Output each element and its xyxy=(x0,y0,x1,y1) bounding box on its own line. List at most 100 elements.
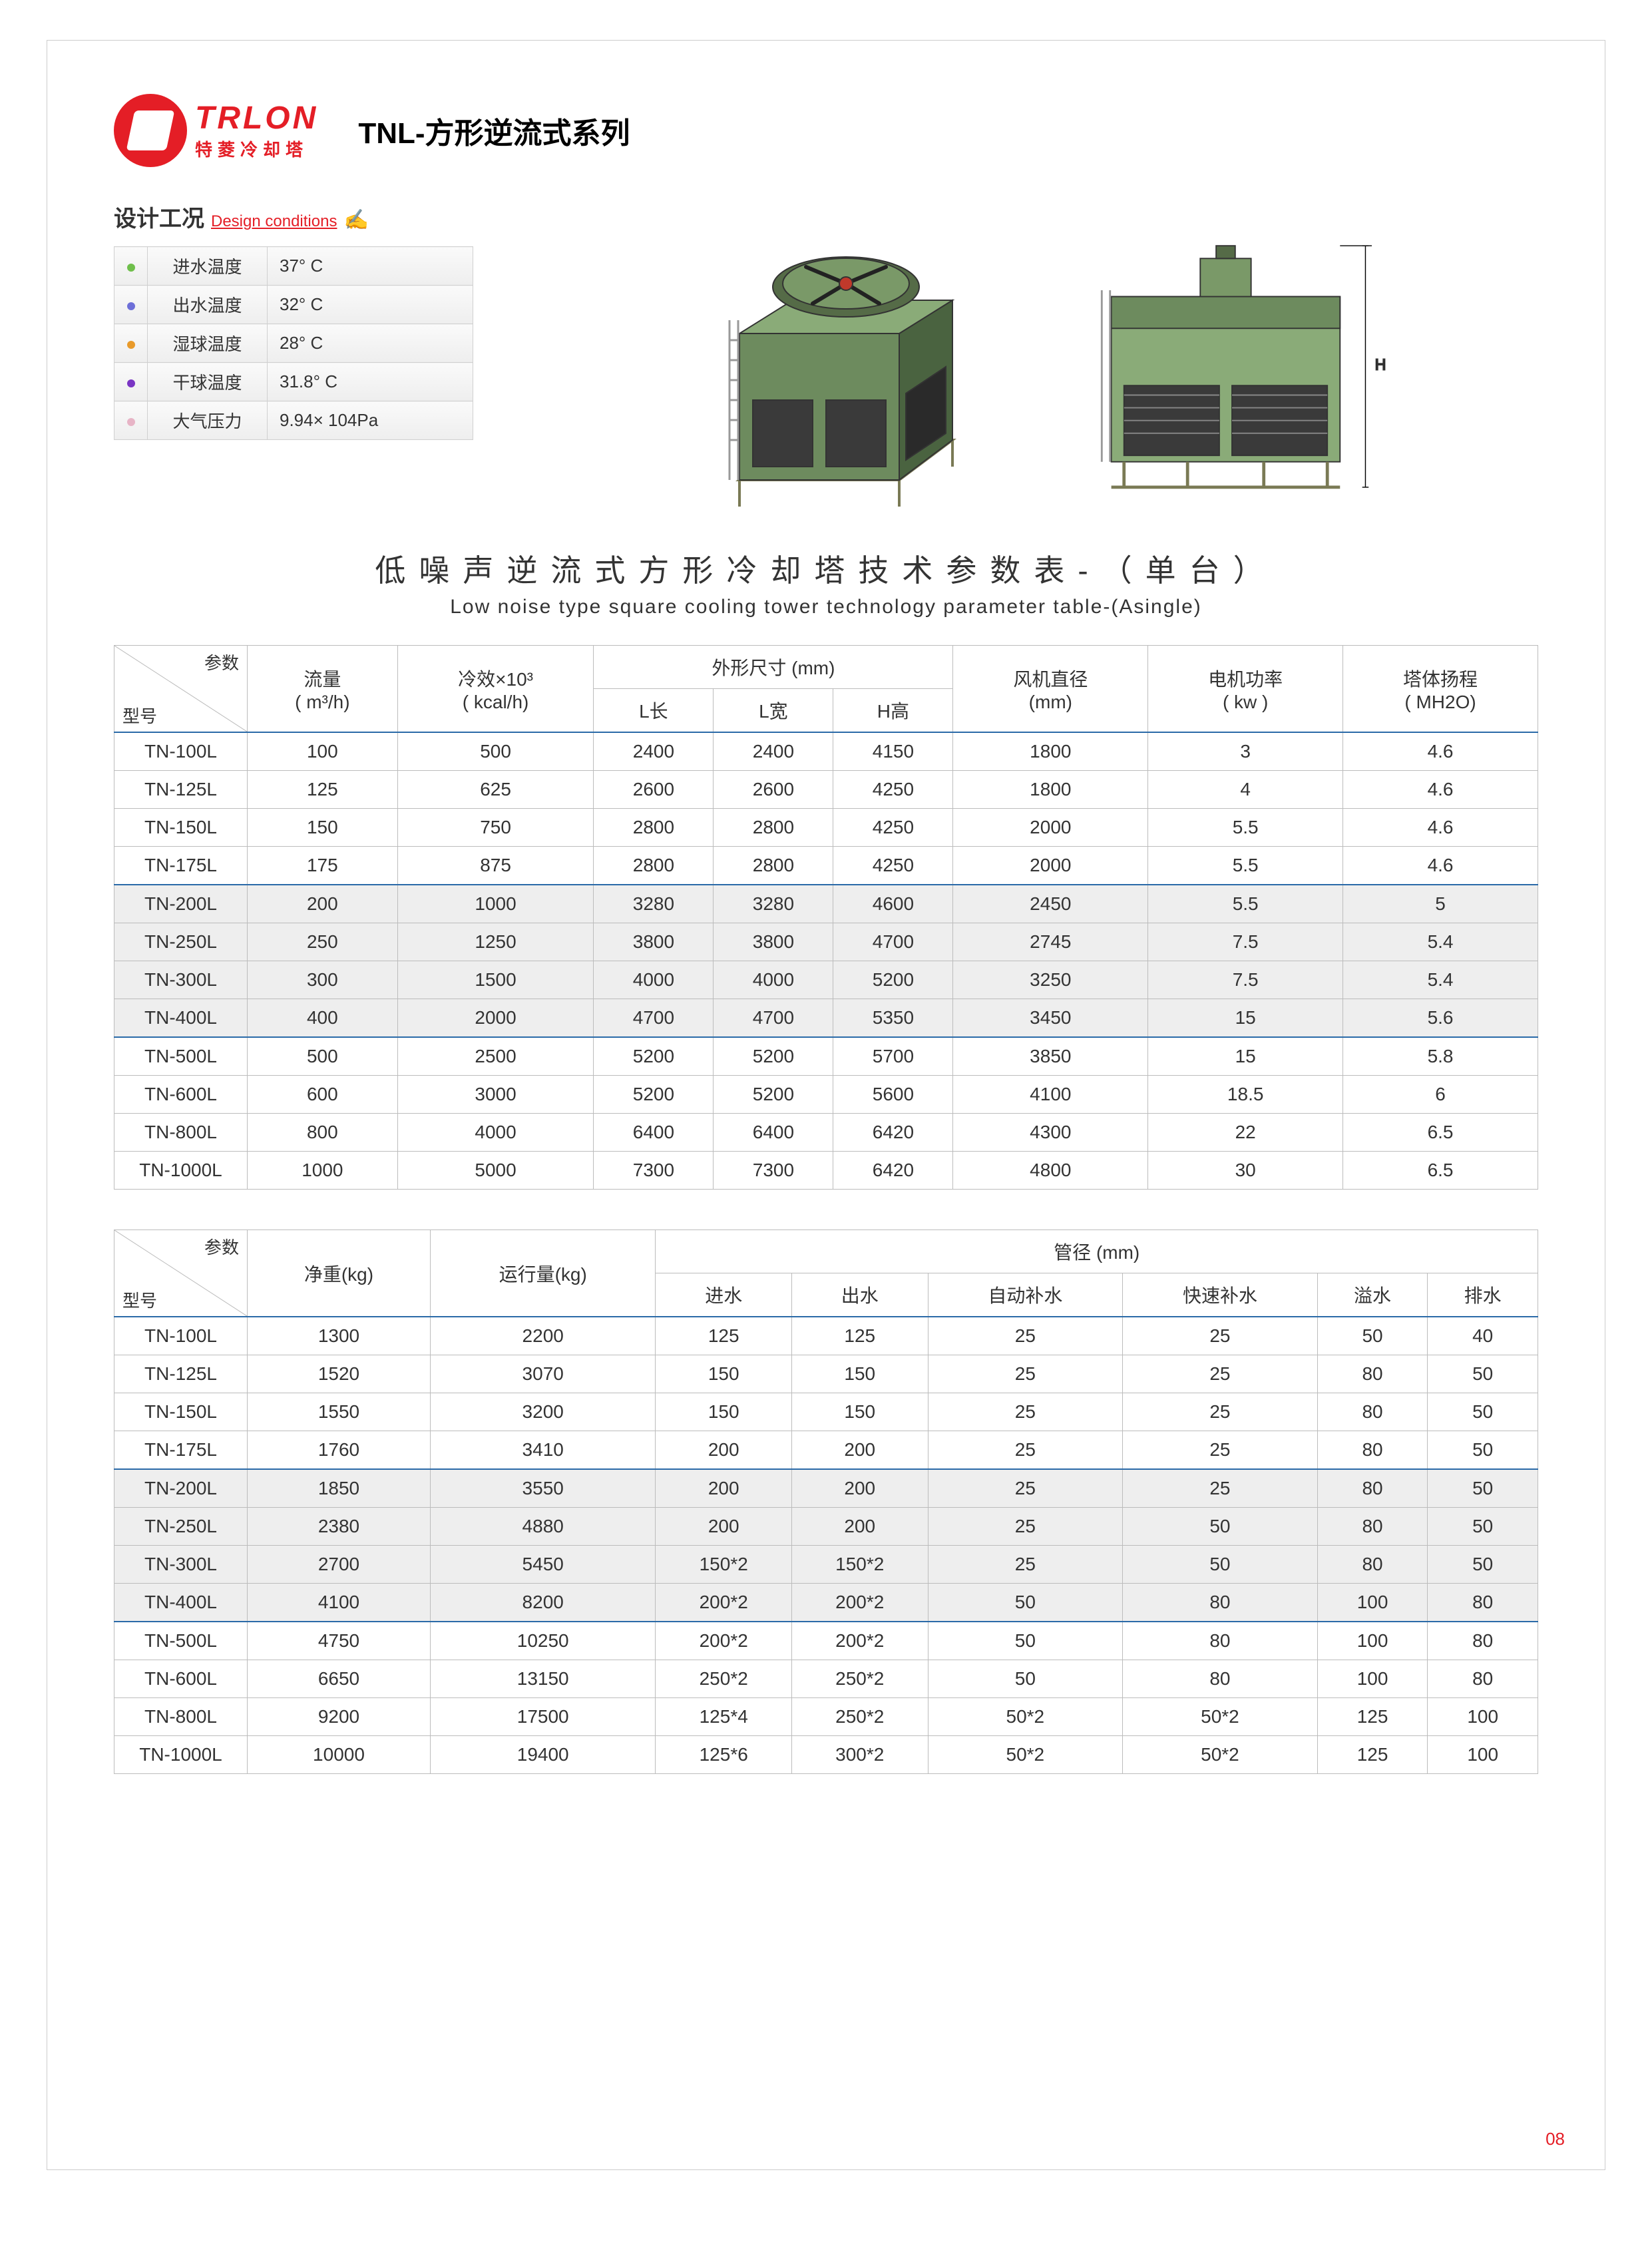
design-conditions: 设计工况 Design conditions ✍ 进水温度 37° C 出水温度… xyxy=(114,200,473,440)
cell-over: 125 xyxy=(1317,1736,1428,1774)
cell-fan: 3450 xyxy=(953,999,1148,1038)
cell-in: 125 xyxy=(656,1317,792,1355)
col-net: 净重(kg) xyxy=(248,1230,431,1317)
table-row: TN-400L40020004700470053503450155.6 xyxy=(114,999,1538,1038)
table-row: TN-175L17587528002800425020005.54.6 xyxy=(114,847,1538,885)
cond-value: 31.8° C xyxy=(268,363,473,401)
cell-cool: 3000 xyxy=(397,1076,594,1114)
cell-auto: 50 xyxy=(928,1584,1123,1622)
cell-cool: 1000 xyxy=(397,885,594,923)
cell-model: TN-500L xyxy=(114,1622,248,1660)
cell-fan: 4300 xyxy=(953,1114,1148,1152)
cell-model: TN-250L xyxy=(114,1508,248,1546)
cond-value: 32° C xyxy=(268,286,473,324)
cond-label: 出水温度 xyxy=(148,286,268,324)
cell-out: 200 xyxy=(791,1508,928,1546)
cell-flow: 175 xyxy=(248,847,398,885)
cell-model: TN-300L xyxy=(114,1546,248,1584)
cell-in: 200 xyxy=(656,1469,792,1508)
cell-out: 150*2 xyxy=(791,1546,928,1584)
table-row: TN-500L50025005200520057003850155.8 xyxy=(114,1037,1538,1076)
table-row: TN-1000L1000019400125*6300*250*250*21251… xyxy=(114,1736,1538,1774)
cell-drain: 100 xyxy=(1428,1698,1538,1736)
cond-dot xyxy=(114,324,148,363)
cell-fan: 4100 xyxy=(953,1076,1148,1114)
col-over: 溢水 xyxy=(1317,1273,1428,1317)
cell-cool: 1250 xyxy=(397,923,594,961)
cell-net: 1550 xyxy=(248,1393,431,1431)
cell-L: 2800 xyxy=(594,809,714,847)
cell-L: 2400 xyxy=(594,732,714,771)
brand-sub: 特菱冷却塔 xyxy=(195,136,318,161)
cell-motor: 18.5 xyxy=(1148,1076,1343,1114)
table-row: TN-500L475010250200*2200*2508010080 xyxy=(114,1622,1538,1660)
cell-over: 125 xyxy=(1317,1698,1428,1736)
cell-fast: 25 xyxy=(1123,1317,1318,1355)
cell-H: 4250 xyxy=(833,771,953,809)
table-row: TN-600L6003000520052005600410018.56 xyxy=(114,1076,1538,1114)
cell-net: 1520 xyxy=(248,1355,431,1393)
cell-L: 5200 xyxy=(594,1037,714,1076)
col-H: H高 xyxy=(833,689,953,733)
cell-auto: 25 xyxy=(928,1431,1123,1470)
cell-flow: 250 xyxy=(248,923,398,961)
cell-net: 1300 xyxy=(248,1317,431,1355)
cell-W: 2800 xyxy=(714,809,833,847)
table-row: TN-250L250125038003800470027457.55.4 xyxy=(114,923,1538,961)
logo-text: TRLON 特菱冷却塔 xyxy=(195,100,318,161)
cell-flow: 800 xyxy=(248,1114,398,1152)
cell-run: 3070 xyxy=(430,1355,655,1393)
cell-cool: 4000 xyxy=(397,1114,594,1152)
cell-fan: 1800 xyxy=(953,771,1148,809)
cell-fast: 80 xyxy=(1123,1660,1318,1698)
spec-table-1: 参数 型号 流量( m³/h) 冷效×10³( kcal/h) 外形尺寸 (mm… xyxy=(114,645,1538,1190)
table-row: TN-800L920017500125*4250*250*250*2125100 xyxy=(114,1698,1538,1736)
col-out: 出水 xyxy=(791,1273,928,1317)
cell-lift: 6.5 xyxy=(1343,1152,1538,1190)
cell-fast: 80 xyxy=(1123,1584,1318,1622)
cell-run: 3200 xyxy=(430,1393,655,1431)
col-auto: 自动补水 xyxy=(928,1273,1123,1317)
table-row: TN-125L1520307015015025258050 xyxy=(114,1355,1538,1393)
cell-motor: 30 xyxy=(1148,1152,1343,1190)
cell-fan: 1800 xyxy=(953,732,1148,771)
cell-in: 250*2 xyxy=(656,1660,792,1698)
pencil-icon: ✍ xyxy=(343,208,368,232)
cell-auto: 25 xyxy=(928,1317,1123,1355)
cell-net: 9200 xyxy=(248,1698,431,1736)
cell-run: 19400 xyxy=(430,1736,655,1774)
cond-dot xyxy=(114,363,148,401)
table-row: TN-800L80040006400640064204300226.5 xyxy=(114,1114,1538,1152)
cell-lift: 5.4 xyxy=(1343,923,1538,961)
col-drain: 排水 xyxy=(1428,1273,1538,1317)
cell-lift: 6.5 xyxy=(1343,1114,1538,1152)
cell-W: 3280 xyxy=(714,885,833,923)
cell-over: 80 xyxy=(1317,1469,1428,1508)
table-row: TN-150L1550320015015025258050 xyxy=(114,1393,1538,1431)
cell-auto: 25 xyxy=(928,1508,1123,1546)
col-run: 运行量(kg) xyxy=(430,1230,655,1317)
cell-model: TN-600L xyxy=(114,1660,248,1698)
cond-label: 湿球温度 xyxy=(148,324,268,363)
spec-table-2: 参数 型号 净重(kg) 运行量(kg) 管径 (mm) 进水 出水 自动补水 … xyxy=(114,1230,1538,1774)
cell-lift: 5.8 xyxy=(1343,1037,1538,1076)
cell-W: 5200 xyxy=(714,1076,833,1114)
cell-in: 125*6 xyxy=(656,1736,792,1774)
cell-L: 7300 xyxy=(594,1152,714,1190)
cell-cool: 5000 xyxy=(397,1152,594,1190)
cell-H: 4250 xyxy=(833,809,953,847)
cell-fast: 25 xyxy=(1123,1393,1318,1431)
cell-drain: 50 xyxy=(1428,1431,1538,1470)
cell-fan: 4800 xyxy=(953,1152,1148,1190)
cell-L: 2600 xyxy=(594,771,714,809)
cell-model: TN-800L xyxy=(114,1698,248,1736)
col-lift: 塔体扬程( MH2O) xyxy=(1343,646,1538,733)
diag-header-2: 参数 型号 xyxy=(114,1230,248,1317)
cell-over: 100 xyxy=(1317,1660,1428,1698)
col-motor: 电机功率( kw ) xyxy=(1148,646,1343,733)
cell-flow: 125 xyxy=(248,771,398,809)
cond-dot xyxy=(114,401,148,440)
cell-model: TN-300L xyxy=(114,961,248,999)
col-in: 进水 xyxy=(656,1273,792,1317)
cell-out: 200*2 xyxy=(791,1622,928,1660)
